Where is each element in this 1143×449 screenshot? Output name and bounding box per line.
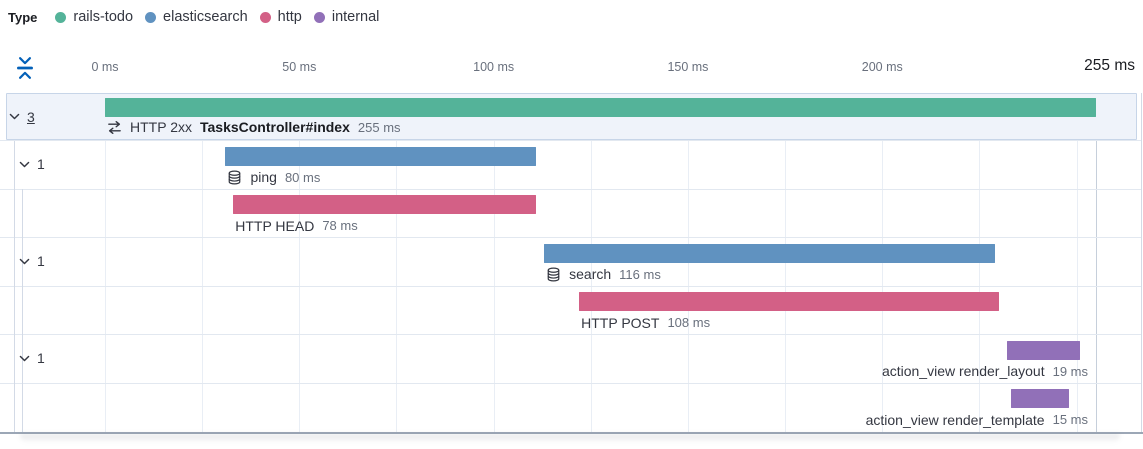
item-duration: 19 ms: [1052, 363, 1088, 379]
child-count: 1: [37, 253, 45, 270]
span-bar[interactable]: [544, 243, 995, 263]
rails-todo-dot-icon: [55, 11, 67, 23]
item-duration: 15 ms: [1052, 412, 1088, 427]
row-divider: [0, 188, 1141, 190]
axis-tick-label: 0 ms: [91, 60, 119, 74]
gridline: [105, 140, 106, 433]
item-name: action_view render_layout: [881, 363, 1045, 379]
item-name: action_view render_template: [865, 411, 1045, 428]
database-icon: [227, 170, 242, 185]
collapse-all-button[interactable]: [12, 54, 38, 84]
axis-tick-label: 50 ms: [282, 60, 317, 74]
type-legend: Type rails-todo elasticsearch http inter…: [8, 9, 379, 25]
toggle-children-button[interactable]: 1: [18, 347, 45, 369]
child-count: 3: [27, 108, 35, 125]
trace-total-duration-label: 255 ms: [1084, 57, 1135, 74]
span-label[interactable]: action_view render_layout 19 ms: [882, 362, 1088, 380]
span-bar[interactable]: [233, 195, 537, 214]
chevron-down-icon: [19, 355, 30, 362]
legend-item-http: http: [259, 9, 302, 25]
chevron-down-icon: [19, 161, 30, 168]
trace-end-gridline: [1096, 140, 1097, 433]
span-bar[interactable]: [1010, 389, 1069, 408]
legend-item-rails-todo: rails-todo: [55, 9, 133, 25]
time-axis: 0 ms 50 ms 100 ms 150 ms 200 ms 255 ms: [0, 48, 1143, 92]
item-duration: 108 ms: [667, 315, 711, 330]
gridline: [396, 140, 398, 433]
item-duration: 255 ms: [357, 119, 401, 135]
axis-tick-label: 100 ms: [473, 60, 515, 74]
toggle-children-button[interactable]: 3: [8, 106, 35, 128]
span-label[interactable]: search 116 ms: [546, 265, 661, 283]
legend-item-internal: internal: [313, 9, 380, 25]
gridline: [882, 140, 884, 433]
axis-tick-label: 200 ms: [861, 60, 903, 74]
gridline: [202, 140, 204, 433]
row-divider: [0, 140, 1141, 141]
legend-item-elasticsearch: elasticsearch: [145, 9, 248, 25]
chevron-down-icon: [19, 258, 30, 265]
database-icon: [546, 267, 561, 282]
toggle-children-button[interactable]: 1: [18, 250, 45, 272]
indent-guide: [22, 189, 23, 433]
item-name: search: [569, 266, 612, 282]
item-name: ping: [250, 169, 277, 185]
grid-right-border: [1141, 93, 1142, 433]
span-label[interactable]: HTTP POST 108 ms: [581, 314, 710, 332]
item-name: TasksController#index: [199, 119, 350, 135]
gridline: [493, 140, 495, 433]
row-divider: [0, 237, 1141, 238]
gridline: [979, 140, 981, 433]
gridline: [785, 140, 787, 433]
span-bar[interactable]: [579, 292, 999, 311]
fold-icon: [17, 56, 33, 79]
span-bar[interactable]: [225, 146, 537, 166]
elasticsearch-dot-icon: [145, 11, 157, 23]
item-duration: 78 ms: [322, 218, 358, 233]
merge-transaction-icon: [107, 120, 122, 135]
legend-item-label: http: [277, 9, 302, 25]
row-divider: [0, 334, 1141, 335]
axis-tick-label: 150 ms: [667, 60, 709, 74]
bottom-shadow: [20, 434, 1120, 443]
span-label[interactable]: action_view render_template 15 ms: [866, 411, 1088, 429]
row-divider: [0, 382, 1141, 384]
transaction-bar[interactable]: [105, 98, 1096, 117]
item-name: HTTP HEAD: [235, 217, 315, 234]
gridline: [687, 140, 689, 433]
legend-title: Type: [8, 9, 38, 25]
transaction-label[interactable]: HTTP 2xx TasksController#index 255 ms: [107, 118, 401, 136]
http-dot-icon: [259, 11, 271, 23]
item-name: HTTP POST: [581, 314, 660, 331]
bottom-border: [0, 432, 1143, 434]
result-label: HTTP 2xx: [130, 119, 192, 135]
span-label[interactable]: HTTP HEAD 78 ms: [235, 217, 358, 235]
item-duration: 116 ms: [619, 266, 661, 282]
row-divider: [0, 285, 1141, 287]
legend-item-label: internal: [331, 9, 380, 25]
toggle-children-button[interactable]: 1: [18, 153, 45, 175]
span-bar[interactable]: [1006, 340, 1081, 360]
gridline: [590, 140, 592, 433]
gridline: [299, 140, 301, 433]
item-duration: 80 ms: [284, 169, 321, 185]
internal-dot-icon: [313, 11, 325, 23]
span-label[interactable]: ping 80 ms: [227, 168, 320, 186]
gridline: [1076, 140, 1078, 433]
child-count: 1: [37, 350, 45, 367]
child-count: 1: [37, 156, 45, 173]
legend-item-label: elasticsearch: [163, 9, 248, 25]
indent-guide: [14, 141, 15, 433]
chevron-down-icon: [9, 113, 20, 120]
legend-item-label: rails-todo: [73, 9, 134, 25]
